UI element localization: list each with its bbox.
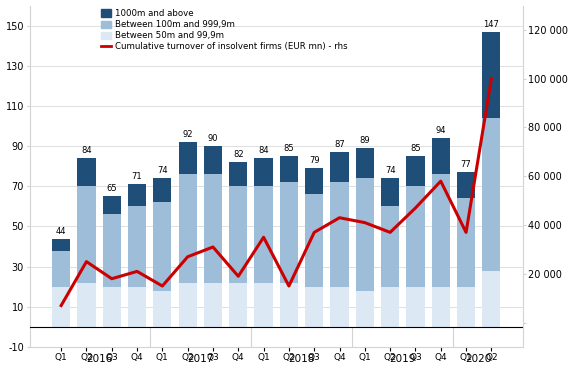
Bar (406, 156, 425, 186)
Bar (356, 148, 374, 178)
Bar (52, 287, 70, 327)
Text: 87: 87 (334, 140, 345, 149)
Bar (179, 283, 197, 327)
Bar (52, 238, 70, 251)
Bar (482, 118, 501, 271)
Bar (331, 182, 348, 287)
Bar (280, 156, 298, 182)
Bar (331, 287, 348, 327)
Text: 44: 44 (56, 227, 67, 235)
Text: 65: 65 (106, 184, 117, 194)
Bar (229, 162, 247, 186)
Bar (229, 283, 247, 327)
Text: 89: 89 (359, 136, 370, 145)
Bar (179, 174, 197, 283)
Bar (305, 194, 323, 287)
Text: 85: 85 (284, 144, 294, 153)
Bar (305, 168, 323, 194)
Bar (457, 287, 475, 327)
Bar (103, 287, 121, 327)
Text: 74: 74 (385, 166, 395, 175)
Bar (229, 186, 247, 283)
Bar (482, 31, 501, 118)
Bar (103, 214, 121, 287)
Bar (77, 186, 95, 283)
Text: 84: 84 (81, 146, 92, 155)
Bar (280, 283, 298, 327)
Bar (153, 202, 172, 291)
Bar (280, 182, 298, 283)
Bar (204, 146, 222, 174)
Bar (254, 186, 273, 283)
Text: 94: 94 (436, 126, 446, 135)
Bar (77, 283, 95, 327)
Legend: 1000m and above, Between 100m and 999,9m, Between 50m and 99,9m, Cumulative turn: 1000m and above, Between 100m and 999,9m… (98, 7, 351, 54)
Text: 2020: 2020 (466, 354, 492, 364)
Text: 2018: 2018 (288, 354, 315, 364)
Bar (381, 178, 400, 207)
Bar (331, 152, 348, 182)
Bar (254, 158, 273, 186)
Text: 74: 74 (157, 166, 168, 175)
Bar (482, 271, 501, 327)
Bar (128, 207, 146, 287)
Text: 71: 71 (132, 172, 142, 181)
Text: 84: 84 (258, 146, 269, 155)
Bar (204, 174, 222, 283)
Text: 82: 82 (233, 150, 243, 159)
Bar (305, 287, 323, 327)
Bar (381, 287, 400, 327)
Bar (204, 283, 222, 327)
Bar (356, 178, 374, 291)
Bar (103, 196, 121, 214)
Bar (432, 287, 450, 327)
Text: 85: 85 (410, 144, 421, 153)
Bar (356, 291, 374, 327)
Bar (77, 158, 95, 186)
Bar (128, 184, 146, 207)
Text: 2016: 2016 (86, 354, 113, 364)
Bar (381, 207, 400, 287)
Bar (128, 287, 146, 327)
Bar (52, 251, 70, 287)
Bar (432, 174, 450, 287)
Bar (254, 283, 273, 327)
Bar (153, 291, 172, 327)
Bar (457, 172, 475, 199)
Text: 77: 77 (461, 160, 471, 169)
Bar (457, 199, 475, 287)
Text: 147: 147 (483, 20, 499, 29)
Bar (406, 186, 425, 287)
Bar (179, 142, 197, 174)
Text: 92: 92 (183, 130, 193, 139)
Bar (406, 287, 425, 327)
Bar (153, 178, 172, 202)
Text: 2017: 2017 (187, 354, 214, 364)
Text: 90: 90 (208, 134, 218, 143)
Text: 2019: 2019 (390, 354, 416, 364)
Bar (432, 138, 450, 174)
Text: 79: 79 (309, 156, 320, 165)
